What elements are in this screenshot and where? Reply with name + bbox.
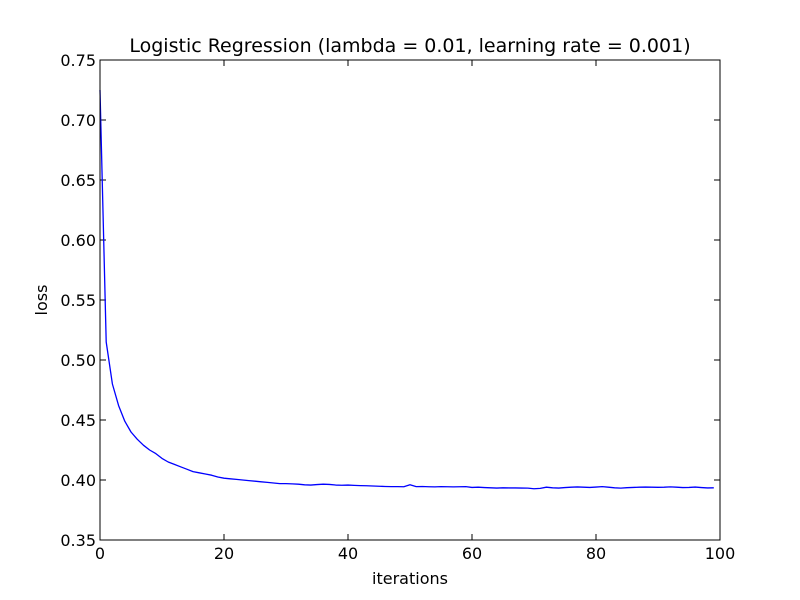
x-tick-label: 40: [338, 544, 358, 563]
y-axis: 0.35 0.40 0.45 0.50 0.55 0.60 0.65 0.70 0.75: [60, 51, 720, 550]
y-tick-label: 0.45: [60, 411, 96, 430]
plot-area: [100, 60, 720, 540]
y-tick-label: 0.50: [60, 351, 96, 370]
y-tick-label: 0.40: [60, 471, 96, 490]
x-axis: 0 20 40 60 80 100: [95, 60, 735, 563]
x-tick-label: 20: [214, 544, 234, 563]
x-tick-label: 0: [95, 544, 105, 563]
x-tick-label: 60: [462, 544, 482, 563]
y-tick-label: 0.75: [60, 51, 96, 70]
plot-frame: [99, 59, 721, 541]
y-tick-label: 0.35: [60, 531, 96, 550]
y-tick-label: 0.55: [60, 291, 96, 310]
chart-title: Logistic Regression (lambda = 0.01, lear…: [129, 35, 690, 57]
y-tick-label: 0.65: [60, 171, 96, 190]
x-tick-label: 80: [586, 544, 606, 563]
y-tick-label: 0.60: [60, 231, 96, 250]
x-tick-label: 100: [705, 544, 736, 563]
loss-series-line: [99, 89, 714, 490]
x-axis-label: iterations: [372, 569, 448, 588]
y-tick-label: 0.70: [60, 111, 96, 130]
y-axis-label: loss: [32, 285, 51, 316]
